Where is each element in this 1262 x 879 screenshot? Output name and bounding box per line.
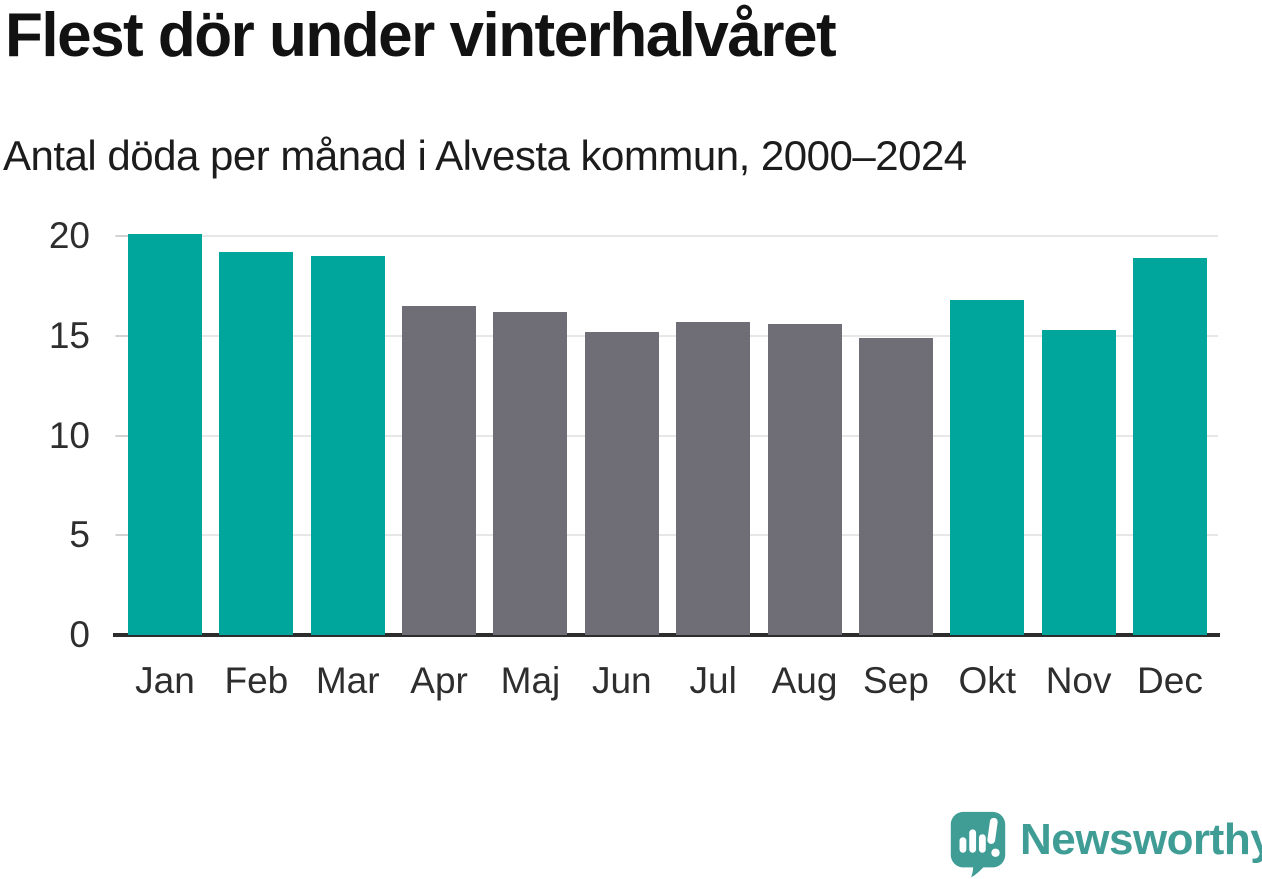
- newsworthy-logo-icon: [950, 811, 1006, 878]
- y-axis-label-0: 0: [69, 614, 90, 655]
- bar-jan: [128, 234, 202, 635]
- bar-jul: [676, 321, 751, 635]
- bar-aug: [767, 323, 842, 635]
- x-axis-label-okt: Okt: [958, 660, 1017, 701]
- chart-title: Flest dör under vinterhalvåret: [5, 1, 837, 70]
- gridline-y-15: [115, 334, 1218, 337]
- x-axis-label-aug: Aug: [771, 660, 838, 701]
- x-axis-label-sep: Sep: [862, 660, 929, 701]
- ytick-5: [116, 534, 128, 537]
- chart-subtitle: Antal döda per månad i Alvesta kommun, 2…: [3, 132, 967, 179]
- gridline-y-10: [115, 434, 1218, 437]
- logo-bar-medium: [978, 834, 986, 853]
- x-axis-label-jan: Jan: [135, 660, 195, 701]
- logo-bar-tall: [969, 829, 977, 853]
- brand-name: Newsworthy: [1020, 815, 1262, 864]
- logo-bar-small: [959, 837, 967, 853]
- ytick-15: [116, 334, 128, 337]
- y-axis-label-10: 10: [48, 414, 90, 456]
- y-axis-label-5: 5: [69, 514, 90, 556]
- gridline-y-20: [115, 235, 1218, 237]
- x-axis-label-maj: Maj: [500, 660, 561, 701]
- bar-nov: [1041, 329, 1116, 635]
- bar-feb: [219, 251, 294, 635]
- x-axis-label-nov: Nov: [1045, 660, 1112, 701]
- brand-footer: Newsworthy: [946, 809, 1262, 879]
- gridline-y-5: [115, 534, 1218, 537]
- logo-exclamation-dot: [991, 848, 1000, 857]
- bar-maj: [493, 311, 568, 635]
- bar-sep: [858, 337, 933, 635]
- bar-apr: [402, 305, 477, 635]
- x-axis-label-dec: Dec: [1137, 660, 1203, 701]
- x-axis-label-jul: Jul: [689, 660, 737, 701]
- bar-mar: [310, 255, 385, 635]
- bar-jun: [584, 331, 659, 635]
- y-axis-label-15: 15: [48, 314, 90, 356]
- x-axis-label-jun: Jun: [591, 660, 652, 701]
- ytick-10: [116, 434, 128, 437]
- bar-dec: [1132, 257, 1207, 635]
- bar-okt: [950, 299, 1025, 635]
- ytick-20: [116, 235, 128, 237]
- logo-exclamation-bar: [987, 817, 998, 844]
- x-axis-label-feb: Feb: [224, 660, 289, 701]
- x-axis-label-apr: Apr: [410, 660, 468, 701]
- x-axis-label-mar: Mar: [315, 660, 380, 701]
- y-axis-label-20: 20: [48, 215, 90, 256]
- x-axis-line: [113, 633, 1220, 637]
